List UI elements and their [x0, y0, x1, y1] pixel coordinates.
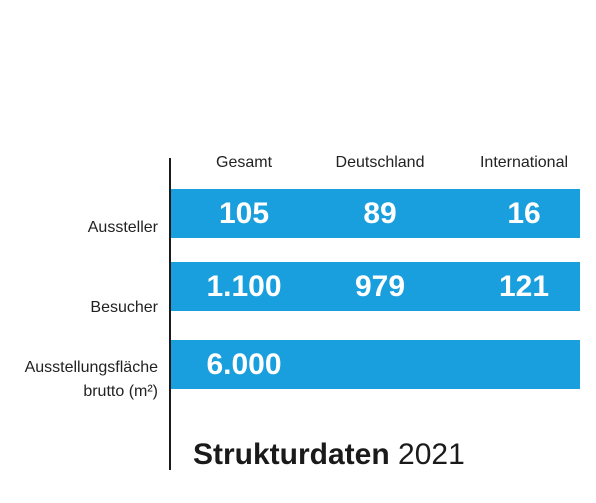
chart-title-main: Strukturdaten [193, 438, 390, 471]
column-header-gesamt: Gesamt [215, 154, 273, 171]
value-cell-r3-c1: 6.000 [206, 348, 282, 381]
column-header-international: International [479, 154, 569, 171]
value-cell-r1-c2: 89 [363, 197, 397, 230]
value-cell-r2-c2: 979 [354, 270, 406, 303]
value-cell-r2-c1: 1.100 [206, 270, 282, 303]
row-label-3-line-1: Ausstellungsfläche [24, 359, 158, 376]
row-band-2 [171, 262, 580, 311]
chart-title: Strukturdaten 2021 [193, 438, 465, 472]
value-cell-r1-c1: 105 [218, 197, 270, 230]
row-band-3 [171, 340, 580, 389]
value-cell-r2-c3: 121 [498, 270, 550, 303]
chart-title-year: 2021 [398, 438, 465, 471]
row-label-3-line-2: brutto (m²) [83, 383, 158, 400]
vertical-axis-line [169, 158, 171, 470]
row-label-2-line-1: Besucher [90, 299, 158, 316]
value-cell-r1-c3: 16 [507, 197, 541, 230]
row-band-1 [171, 189, 580, 238]
row-label-1-line-1: Aussteller [87, 219, 158, 236]
column-header-deutschland: Deutschland [335, 154, 425, 171]
